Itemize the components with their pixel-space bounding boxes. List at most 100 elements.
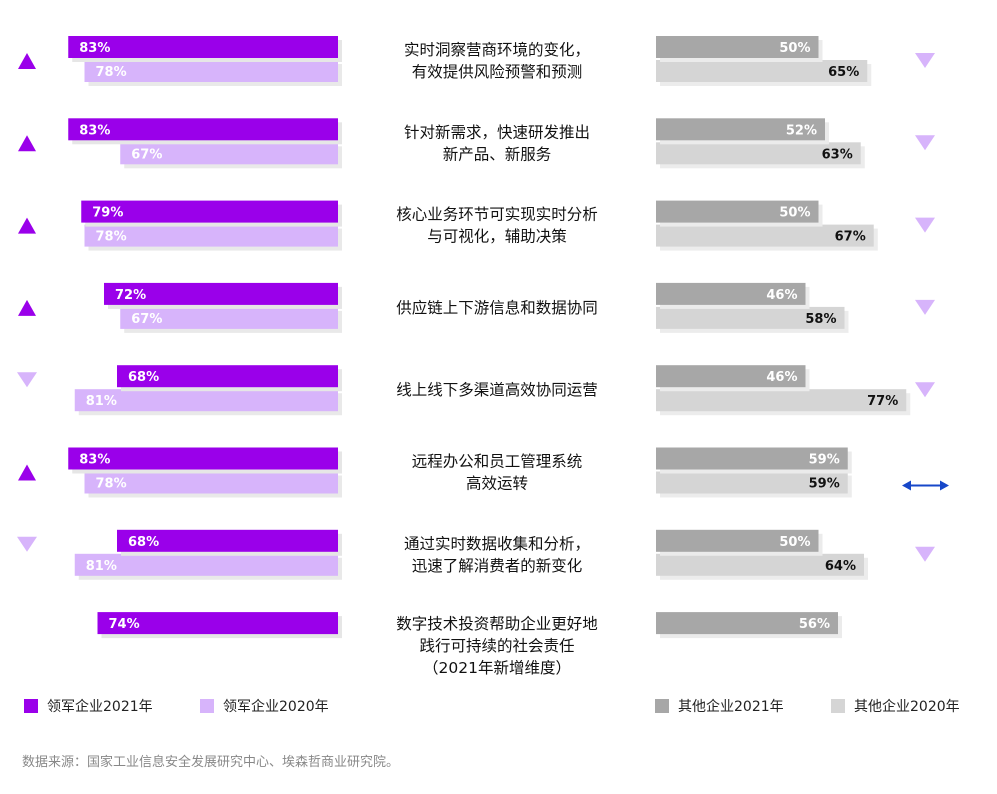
other-trend-down-icon [915, 135, 935, 151]
leader-trend-up-icon [18, 299, 36, 316]
leader-2021-bar [68, 36, 338, 58]
other-2021-value-label: 59% [809, 453, 840, 468]
leader-trend-up-icon [18, 53, 36, 69]
leader-2021-value-label: 68% [128, 535, 159, 550]
other-trend-down-icon [915, 382, 935, 398]
other-trend-down-icon [915, 546, 935, 562]
category-label: 核心业务环节可实现实时分析 [396, 206, 598, 224]
other-2021-bar [656, 118, 825, 141]
other-2021-bar [656, 612, 838, 635]
category-label: 迅速了解消费者的新变化 [412, 557, 583, 575]
category-label: 数字技术投资帮助企业更好地 [396, 615, 598, 633]
leader-trend-up-icon [18, 464, 36, 481]
legend-swatch [831, 699, 845, 713]
legend-swatch [24, 699, 38, 713]
leader-2021-bar [97, 612, 338, 635]
other-2020-value-label: 63% [822, 147, 853, 162]
leader-2020-bar [120, 142, 338, 165]
category-label: 针对新需求，快速研发推出 [404, 123, 590, 141]
other-2020-value-label: 67% [835, 230, 866, 245]
leader-2020-bar [120, 306, 338, 329]
category-label: 实时洞察营商环境的变化， [404, 40, 590, 59]
leader-2020-bar [74, 389, 338, 412]
other-2020-bar [656, 60, 868, 82]
other-2021-bar [656, 365, 806, 388]
leader-2020-bar [74, 553, 338, 576]
other-2020-bar [656, 142, 861, 165]
leader-2021-value-label: 72% [115, 288, 146, 303]
other-2021-bar [656, 282, 806, 305]
leader-2020-value-label: 81% [86, 559, 117, 574]
other-2020-value-label: 77% [867, 394, 898, 409]
leader-2020-value-label: 78% [96, 65, 127, 80]
leader-2021-value-label: 79% [92, 206, 123, 221]
leader-2020-value-label: 78% [96, 477, 127, 492]
other-2021-value-label: 50% [779, 535, 810, 550]
other-trend-down-icon [915, 299, 935, 315]
leader-2021-bar [68, 118, 338, 141]
source-note: 数据来源：国家工业信息安全发展研究中心、埃森哲商业研究院。 [22, 755, 400, 770]
other-trend-down-icon [915, 217, 935, 233]
other-2020-value-label: 65% [828, 65, 859, 80]
other-2020-value-label: 58% [805, 312, 836, 327]
category-label: 线上线下多渠道高效协同运营 [396, 381, 598, 399]
legend-label: 其他企业2020年 [854, 698, 960, 715]
flat-arrow-right-icon [940, 480, 949, 491]
category-label: 供应链上下游信息和数据协同 [396, 298, 598, 317]
flat-arrow-left-icon [902, 480, 911, 491]
leader-2020-bar [84, 471, 338, 494]
legend-swatch [200, 699, 214, 713]
category-label: 与可视化，辅助决策 [427, 228, 567, 246]
leader-2021-bar [104, 282, 338, 305]
leader-2020-value-label: 67% [131, 312, 162, 327]
legend-label: 其他企业2021年 [678, 698, 784, 715]
leader-2021-bar [68, 447, 338, 470]
other-2021-bar [656, 36, 819, 58]
other-2020-bar [656, 471, 848, 494]
other-2020-bar [656, 389, 907, 412]
leader-2020-bar [84, 60, 338, 82]
other-2021-bar [656, 447, 848, 470]
leader-2021-value-label: 83% [79, 123, 110, 138]
other-trend-down-icon [915, 53, 935, 68]
leader-2020-value-label: 78% [96, 230, 127, 245]
category-label: 践行可持续的社会责任 [419, 637, 574, 655]
leader-2021-value-label: 83% [79, 41, 110, 56]
category-label: 通过实时数据收集和分析， [404, 535, 590, 553]
leader-2021-bar [117, 529, 338, 552]
legend-swatch [655, 699, 669, 713]
other-2021-value-label: 46% [766, 370, 797, 385]
other-2021-value-label: 46% [766, 288, 797, 303]
leader-2021-value-label: 68% [128, 370, 159, 385]
category-label: 高效运转 [466, 475, 528, 493]
other-2021-bar [656, 529, 819, 552]
other-2021-value-label: 50% [779, 41, 810, 56]
leader-trend-down-icon [17, 372, 37, 388]
leader-2020-value-label: 67% [131, 147, 162, 162]
category-label: 远程办公和员工管理系统 [412, 453, 583, 471]
leader-2021-value-label: 83% [79, 453, 110, 468]
leader-2021-bar [81, 200, 338, 223]
other-2021-value-label: 52% [786, 123, 817, 138]
other-2021-value-label: 56% [799, 617, 830, 632]
other-2021-value-label: 50% [779, 206, 810, 221]
other-2020-bar [656, 306, 845, 329]
other-2020-bar [656, 553, 864, 576]
other-2020-bar [656, 224, 874, 247]
other-2021-bar [656, 200, 819, 223]
leader-2021-value-label: 74% [109, 617, 140, 632]
other-2020-value-label: 59% [809, 477, 840, 492]
category-label: 新产品、新服务 [443, 145, 552, 163]
other-2020-value-label: 64% [825, 559, 856, 574]
leader-2021-bar [117, 365, 338, 388]
leader-trend-up-icon [18, 217, 36, 234]
leader-trend-down-icon [17, 536, 37, 552]
leader-2020-value-label: 81% [86, 394, 117, 409]
leader-2020-bar [84, 224, 338, 247]
legend-label: 领军企业2021年 [47, 698, 153, 715]
legend-label: 领军企业2020年 [223, 698, 329, 715]
category-label: （2021年新增维度） [423, 659, 571, 677]
leader-trend-up-icon [18, 135, 36, 152]
category-label: 有效提供风险预警和预测 [412, 63, 583, 81]
